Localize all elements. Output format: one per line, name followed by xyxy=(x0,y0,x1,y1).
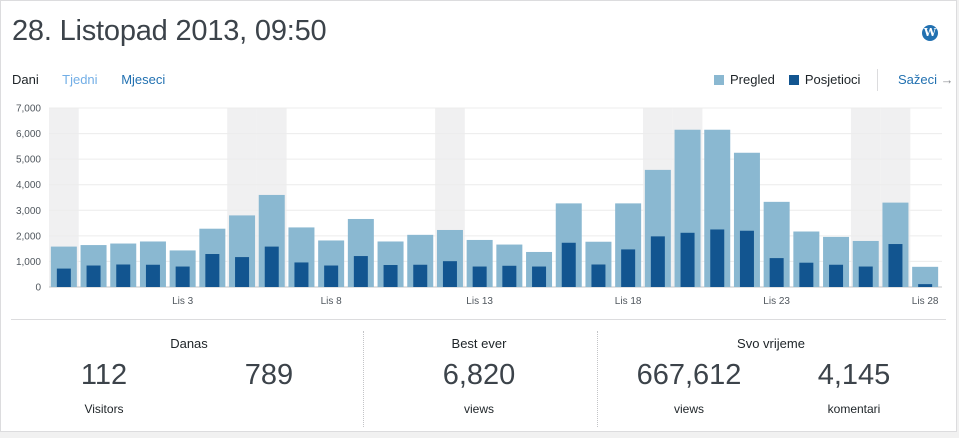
bar-posjetioci xyxy=(86,265,101,287)
legend-label-pregled: Pregled xyxy=(730,72,775,87)
bar-posjetioci xyxy=(264,246,279,287)
bar-posjetioci xyxy=(829,264,844,287)
tab-dani[interactable]: Dani xyxy=(12,72,39,87)
bar-posjetioci xyxy=(502,265,517,287)
bar-posjetioci xyxy=(116,264,131,287)
bar-posjetioci xyxy=(205,254,220,287)
danas-header: Danas xyxy=(170,336,208,351)
best-ever-header: Best ever xyxy=(451,336,507,351)
sazeci-link[interactable]: Sažeci → xyxy=(898,72,954,87)
bar-posjetioci xyxy=(591,264,606,287)
bar-posjetioci xyxy=(888,244,903,287)
bottom-bar xyxy=(0,432,959,438)
stats-separator-1 xyxy=(363,331,364,427)
bar-posjetioci xyxy=(175,266,190,287)
wordpress-icon[interactable]: W xyxy=(922,25,938,41)
bar-posjetioci xyxy=(472,266,487,287)
svo-vrijeme-views-value: 667,612 xyxy=(636,359,742,391)
bar-posjetioci xyxy=(56,268,71,287)
y-tick-label: 4,000 xyxy=(16,180,41,191)
bar-posjetioci xyxy=(621,249,636,287)
bar-posjetioci xyxy=(769,258,784,287)
bar-posjetioci xyxy=(739,230,754,287)
tab-mjeseci[interactable]: Mjeseci xyxy=(121,72,166,87)
views-chart: 7,000 6,000 5,000 4,000 3,000 2,000 1,000 0 Lis… xyxy=(16,104,942,307)
y-axis-labels: 7,000 6,000 5,000 4,000 3,000 2,000 1,000 0 xyxy=(16,104,41,294)
x-tick-label: Lis 18 xyxy=(615,296,642,307)
x-tick-label: Lis 8 xyxy=(321,296,343,307)
x-tick-label: Lis 23 xyxy=(763,296,790,307)
bar-posjetioci xyxy=(383,265,398,287)
period-tabs: Dani Tjedni Mjeseci xyxy=(12,72,185,87)
bar-posjetioci xyxy=(294,262,309,287)
page-title: 28. Listopad 2013, 09:50 xyxy=(12,15,327,47)
svo-vrijeme-comments-label: komentari xyxy=(827,402,881,416)
bar-posjetioci xyxy=(413,264,428,287)
bar-posjetioci xyxy=(710,229,725,287)
bar-posjetioci xyxy=(918,284,933,287)
bar-posjetioci xyxy=(561,242,576,287)
svo-vrijeme-views-label: views xyxy=(673,402,704,416)
y-tick-label: 5,000 xyxy=(16,155,41,166)
danas-views-value: 789 xyxy=(244,359,294,391)
bars xyxy=(50,129,939,287)
bar-posjetioci xyxy=(858,266,873,287)
bar-posjetioci xyxy=(532,266,547,287)
best-ever-label: views xyxy=(463,402,494,416)
y-tick-label: 7,000 xyxy=(16,104,41,115)
danas-visitors-label: Visitors xyxy=(84,402,124,416)
x-tick-label: Lis 28 xyxy=(912,296,939,307)
bar-posjetioci xyxy=(324,265,339,287)
legend-item-posjetioci: Posjetioci xyxy=(788,72,861,87)
legend-label-posjetioci: Posjetioci xyxy=(804,72,861,87)
legend-item-pregled: Pregled xyxy=(714,72,775,87)
y-tick-label: 3,000 xyxy=(16,206,41,217)
legend-swatch-posjetioci xyxy=(788,75,799,85)
y-tick-label: 0 xyxy=(35,283,41,294)
chart-legend: Pregled Posjetioci xyxy=(714,72,874,87)
stats-divider xyxy=(11,319,946,320)
svo-vrijeme-header: Svo vrijeme xyxy=(737,336,805,351)
y-tick-label: 6,000 xyxy=(16,129,41,140)
tab-tjedni[interactable]: Tjedni xyxy=(62,72,98,87)
bar-posjetioci xyxy=(680,232,695,287)
x-tick-label: Lis 13 xyxy=(466,296,493,307)
legend-divider xyxy=(877,69,878,91)
x-tick-label: Lis 3 xyxy=(172,296,194,307)
arrow-right-icon: → xyxy=(940,72,954,87)
legend-swatch-pregled xyxy=(714,75,724,85)
x-axis-labels: Lis 3 Lis 8 Lis 13 Lis 18 Lis 23 Lis 28 xyxy=(172,296,939,307)
y-tick-label: 1,000 xyxy=(16,257,41,268)
svo-vrijeme-comments-value: 4,145 xyxy=(817,359,891,391)
bar-pregled xyxy=(912,266,939,287)
bar-posjetioci xyxy=(235,257,250,287)
bar-posjetioci xyxy=(799,262,814,287)
bar-posjetioci xyxy=(650,236,665,287)
best-ever-value: 6,820 xyxy=(442,359,516,391)
danas-visitors-value: 112 xyxy=(80,359,128,391)
bar-posjetioci xyxy=(145,264,160,287)
grid-lines xyxy=(49,107,942,288)
y-tick-label: 2,000 xyxy=(16,231,41,242)
sazeci-label: Sažeci xyxy=(898,72,938,87)
stats-separator-2 xyxy=(597,331,598,427)
bar-posjetioci xyxy=(353,256,368,287)
bar-posjetioci xyxy=(442,261,457,287)
